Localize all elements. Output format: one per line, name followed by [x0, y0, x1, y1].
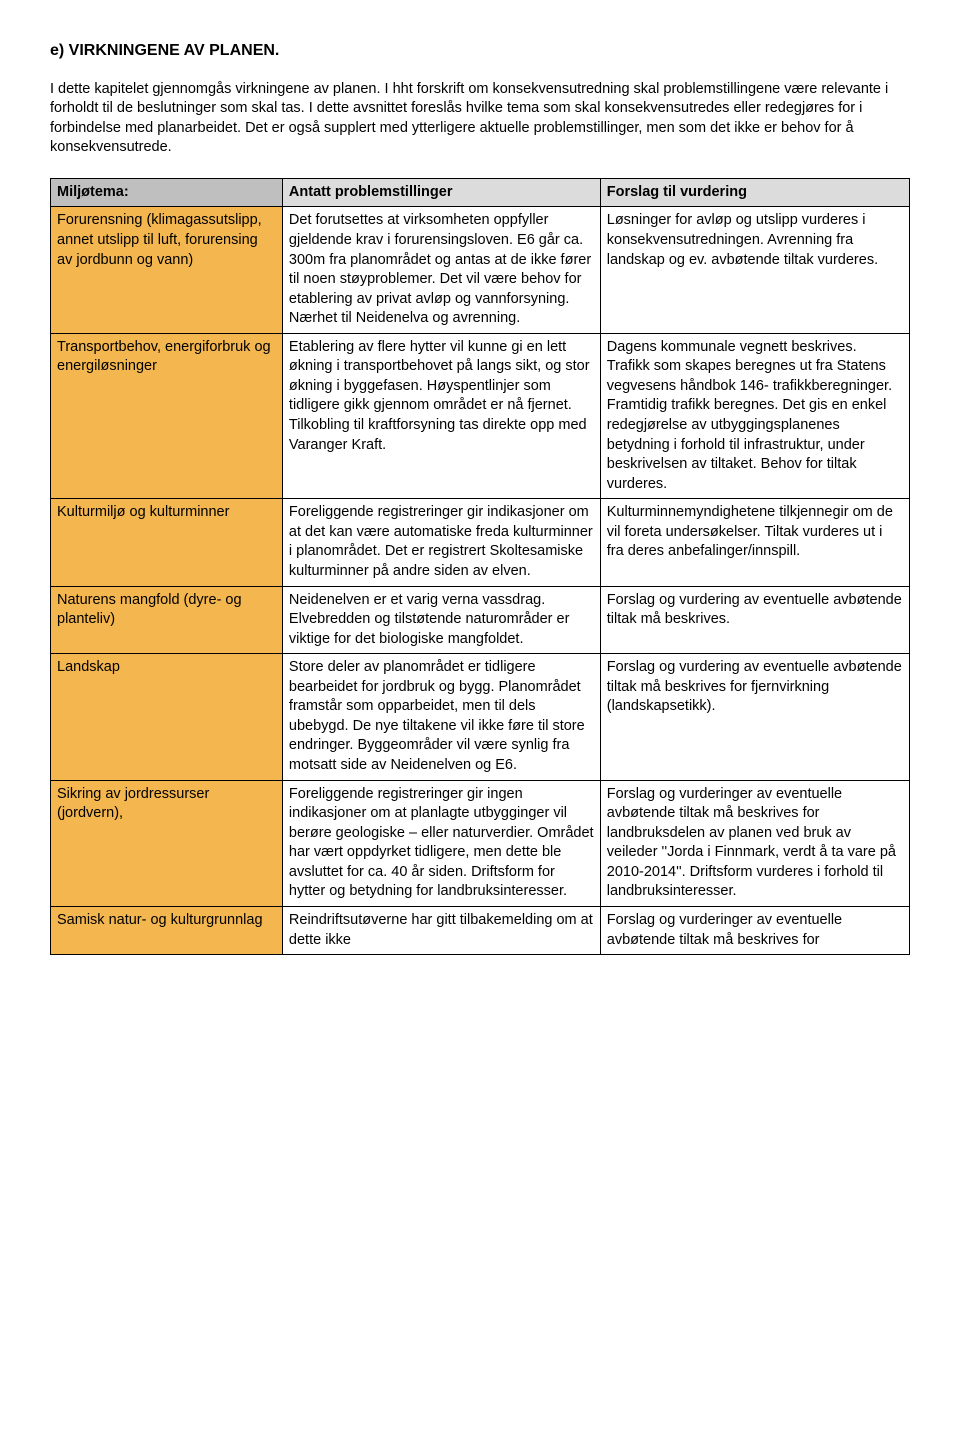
- topic-cell: Sikring av jordressurser (jordvern),: [51, 780, 283, 906]
- col-header-vurdering: Forslag til vurdering: [600, 178, 909, 207]
- topic-cell: Naturens mangfold (dyre- og planteliv): [51, 586, 283, 654]
- problem-cell: Store deler av planområdet er tidligere …: [282, 654, 600, 780]
- table-row: Samisk natur- og kulturgrunnlagReindrift…: [51, 906, 910, 954]
- vurdering-cell: Forslag og vurdering av eventuelle avbøt…: [600, 654, 909, 780]
- topic-cell: Forurensning (klimagassutslipp, annet ut…: [51, 207, 283, 333]
- table-row: Kulturmiljø og kulturminnerForeliggende …: [51, 499, 910, 586]
- problem-cell: Reindriftsutøverne har gitt tilbakemeldi…: [282, 906, 600, 954]
- problem-cell: Det forutsettes at virksomheten oppfylle…: [282, 207, 600, 333]
- section-heading: e) VIRKNINGENE AV PLANEN.: [50, 40, 910, 62]
- col-header-topic: Miljøtema:: [51, 178, 283, 207]
- impact-table: Miljøtema: Antatt problemstillinger Fors…: [50, 178, 910, 955]
- vurdering-cell: Forslag og vurderinger av eventuelle avb…: [600, 906, 909, 954]
- topic-cell: Landskap: [51, 654, 283, 780]
- topic-cell: Samisk natur- og kulturgrunnlag: [51, 906, 283, 954]
- table-row: Forurensning (klimagassutslipp, annet ut…: [51, 207, 910, 333]
- table-header-row: Miljøtema: Antatt problemstillinger Fors…: [51, 178, 910, 207]
- problem-cell: Etablering av flere hytter vil kunne gi …: [282, 333, 600, 499]
- table-row: LandskapStore deler av planområdet er ti…: [51, 654, 910, 780]
- problem-cell: Neidenelven er et varig verna vassdrag. …: [282, 586, 600, 654]
- table-row: Sikring av jordressurser (jordvern),Fore…: [51, 780, 910, 906]
- intro-paragraph: I dette kapitelet gjennomgås virkningene…: [50, 80, 910, 158]
- problem-cell: Foreliggende registreringer gir ingen in…: [282, 780, 600, 906]
- topic-cell: Transportbehov, energiforbruk og energil…: [51, 333, 283, 499]
- col-header-problem: Antatt problemstillinger: [282, 178, 600, 207]
- table-row: Transportbehov, energiforbruk og energil…: [51, 333, 910, 499]
- table-row: Naturens mangfold (dyre- og planteliv)Ne…: [51, 586, 910, 654]
- topic-cell: Kulturmiljø og kulturminner: [51, 499, 283, 586]
- vurdering-cell: Forslag og vurdering av eventuelle avbøt…: [600, 586, 909, 654]
- vurdering-cell: Forslag og vurderinger av eventuelle avb…: [600, 780, 909, 906]
- problem-cell: Foreliggende registreringer gir indikasj…: [282, 499, 600, 586]
- vurdering-cell: Kulturminnemyndighetene tilkjennegir om …: [600, 499, 909, 586]
- vurdering-cell: Dagens kommunale vegnett beskrives. Traf…: [600, 333, 909, 499]
- vurdering-cell: Løsninger for avløp og utslipp vurderes …: [600, 207, 909, 333]
